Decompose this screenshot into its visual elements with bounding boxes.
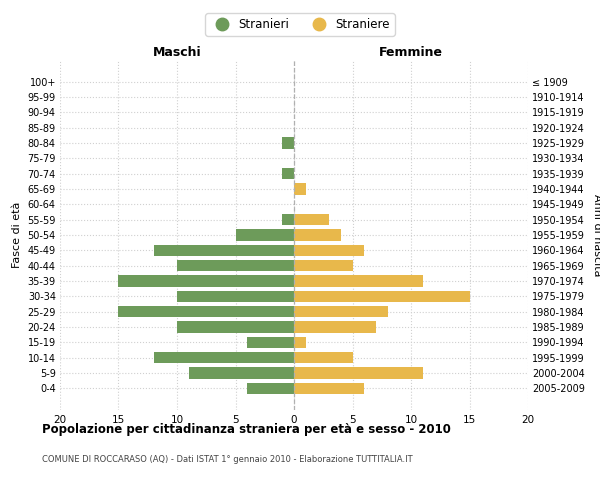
Bar [294,336,306,348]
Text: Maschi: Maschi [152,46,202,59]
Bar [294,229,341,241]
Bar [247,382,294,394]
Bar [283,168,294,179]
Bar [177,290,294,302]
Bar [247,336,294,348]
Bar [294,368,423,379]
Bar [294,244,364,256]
Bar [154,244,294,256]
Text: Popolazione per cittadinanza straniera per età e sesso - 2010: Popolazione per cittadinanza straniera p… [42,422,451,436]
Y-axis label: Anni di nascita: Anni di nascita [592,194,600,276]
Bar [177,322,294,333]
Bar [294,183,306,194]
Bar [294,322,376,333]
Bar [294,214,329,226]
Bar [294,276,423,287]
Bar [118,306,294,318]
Bar [118,276,294,287]
Bar [294,352,353,364]
Bar [154,352,294,364]
Bar [177,260,294,272]
Bar [294,290,470,302]
Bar [235,229,294,241]
Bar [283,214,294,226]
Y-axis label: Fasce di età: Fasce di età [12,202,22,268]
Text: COMUNE DI ROCCARASO (AQ) - Dati ISTAT 1° gennaio 2010 - Elaborazione TUTTITALIA.: COMUNE DI ROCCARASO (AQ) - Dati ISTAT 1°… [42,455,413,464]
Legend: Stranieri, Straniere: Stranieri, Straniere [205,14,395,36]
Bar [188,368,294,379]
Bar [294,306,388,318]
Bar [283,137,294,148]
Text: Femmine: Femmine [379,46,443,59]
Bar [294,382,364,394]
Bar [294,260,353,272]
